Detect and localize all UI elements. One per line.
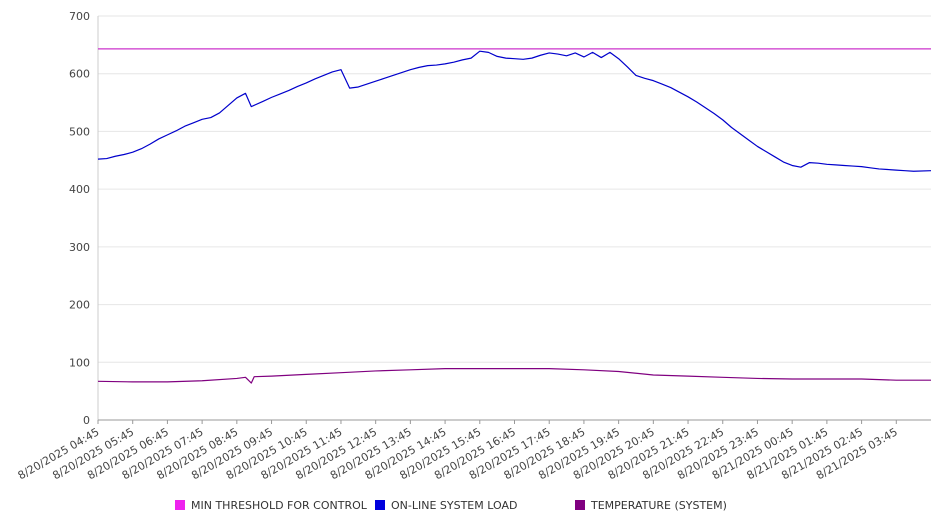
series-lines xyxy=(97,48,932,384)
grid-lines xyxy=(98,15,931,363)
y-tick-labels: 0 100 200 300 400 500 600 700 xyxy=(69,10,90,427)
legend-swatch-temperature xyxy=(575,500,585,510)
legend-swatch-system-load xyxy=(375,500,385,510)
legend-item-temperature[interactable]: TEMPERATURE (SYSTEM) xyxy=(575,497,727,513)
legend-label-system-load: ON-LINE SYSTEM LOAD xyxy=(391,498,518,512)
legend: MIN THRESHOLD FOR CONTROL ON-LINE SYSTEM… xyxy=(0,497,946,517)
y-tick-label-600: 600 xyxy=(69,68,90,81)
axes xyxy=(97,16,931,424)
system-load-line xyxy=(97,50,932,172)
y-tick-label-700: 700 xyxy=(69,10,90,23)
y-tick-label-500: 500 xyxy=(69,125,90,138)
y-tick-label-300: 300 xyxy=(69,241,90,254)
y-tick-label-400: 400 xyxy=(69,183,90,196)
legend-item-threshold[interactable]: MIN THRESHOLD FOR CONTROL xyxy=(175,497,367,513)
y-tick-label-200: 200 xyxy=(69,299,90,312)
y-tick-label-100: 100 xyxy=(69,356,90,369)
legend-label-temperature: TEMPERATURE (SYSTEM) xyxy=(591,498,727,512)
legend-label-threshold: MIN THRESHOLD FOR CONTROL xyxy=(191,498,367,512)
y-tick-label-0: 0 xyxy=(83,414,90,427)
temperature-line xyxy=(97,368,931,384)
legend-item-system-load[interactable]: ON-LINE SYSTEM LOAD xyxy=(375,497,517,513)
legend-swatch-threshold xyxy=(175,500,185,510)
x-tick-labels: 8/20/2025 04:458/20/2025 05:458/20/2025 … xyxy=(16,425,900,482)
